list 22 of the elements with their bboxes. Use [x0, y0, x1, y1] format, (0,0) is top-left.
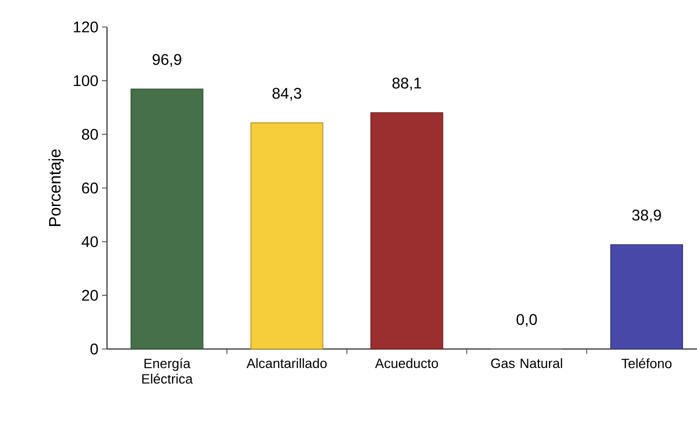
- data-label: 0,0: [516, 314, 537, 327]
- y-tick-label: 40: [82, 236, 98, 248]
- y-tick-label: 100: [74, 75, 98, 86]
- x-tick-label: Energía Eléctrica: [142, 358, 193, 384]
- bar: [130, 88, 204, 350]
- data-label: 88,1: [392, 78, 422, 90]
- x-tick-label: Alcantarillado: [246, 358, 327, 368]
- data-label: 84,3: [272, 88, 302, 101]
- data-label: 96,9: [152, 54, 182, 67]
- x-tick-label: Gas Natural: [491, 358, 562, 368]
- bar: [370, 112, 444, 350]
- x-tick-label: Teléfono: [622, 358, 672, 368]
- y-axis-title: Porcentaje: [48, 149, 64, 226]
- bar: [610, 244, 684, 350]
- y-tick-label: 120: [74, 22, 98, 32]
- bar: [250, 122, 324, 350]
- data-label: 38,9: [632, 210, 661, 222]
- x-tick-label: Acueducto: [375, 358, 438, 368]
- y-tick-label: 60: [82, 182, 98, 194]
- y-tick-label: 80: [82, 128, 98, 140]
- y-tick-label: 20: [82, 290, 98, 301]
- y-tick-label: 0: [90, 344, 98, 354]
